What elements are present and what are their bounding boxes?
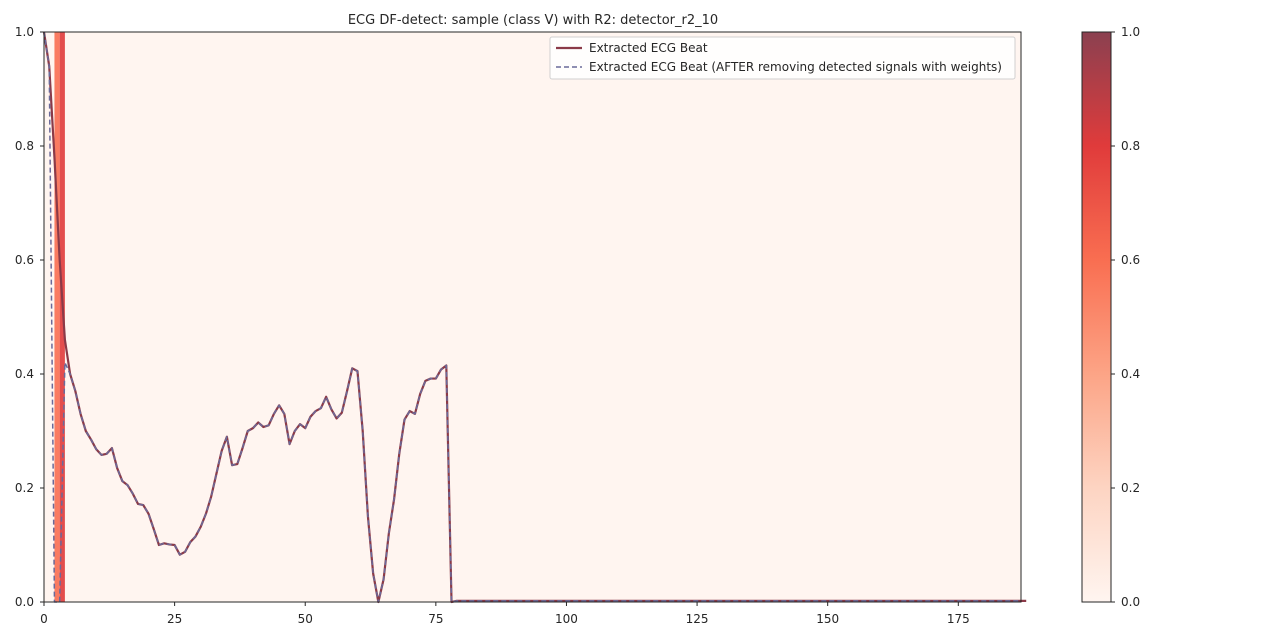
series-line-after-removal — [43, 31, 1021, 603]
x-tick-label-175: 175 — [947, 612, 970, 626]
colorbar-tick-label-0.8: 0.8 — [1121, 139, 1140, 153]
colorbar-tick-label-0.6: 0.6 — [1121, 253, 1140, 267]
y-tick-label-0.4: 0.4 — [15, 367, 34, 381]
legend-label-extracted: Extracted ECG Beat — [589, 41, 708, 55]
weight-band-0 — [54, 32, 60, 602]
colorbar-tick-label-0.0: 0.0 — [1121, 595, 1140, 609]
colorbar: 0.0 0.2 0.4 0.6 0.8 1.0 — [1081, 25, 1140, 609]
y-tick-label-0.0: 0.0 — [15, 595, 34, 609]
colorbar-ticks: 0.0 0.2 0.4 0.6 0.8 1.0 — [1111, 25, 1140, 609]
colorbar-tick-label-0.2: 0.2 — [1121, 481, 1140, 495]
y-axis: 0.0 0.2 0.4 0.6 0.8 1.0 — [15, 25, 44, 609]
x-tick-label-150: 150 — [816, 612, 839, 626]
x-tick-label-0: 0 — [40, 612, 48, 626]
legend-frame — [549, 36, 1016, 80]
x-tick-label-100: 100 — [555, 612, 578, 626]
colorbar-tick-label-1.0: 1.0 — [1121, 25, 1140, 39]
colorbar-gradient — [1081, 31, 1112, 603]
y-tick-label-0.6: 0.6 — [15, 253, 34, 267]
weight-band-1 — [59, 32, 65, 602]
plot-frame — [43, 31, 1022, 603]
x-tick-label-25: 25 — [167, 612, 182, 626]
x-axis: 0 25 50 75 100 125 150 175 — [40, 602, 970, 626]
x-tick-label-50: 50 — [298, 612, 313, 626]
plot-area — [42, 31, 1027, 604]
y-tick-label-0.8: 0.8 — [15, 139, 34, 153]
y-tick-label-0.2: 0.2 — [15, 481, 34, 495]
weight-bands — [54, 32, 65, 602]
legend-label-after-removal: Extracted ECG Beat (AFTER removing detec… — [589, 60, 1002, 74]
colorbar-tick-label-0.4: 0.4 — [1121, 367, 1140, 381]
legend: Extracted ECG Beat Extracted ECG Beat (A… — [549, 36, 1016, 80]
plot-background — [44, 32, 1021, 602]
x-tick-label-125: 125 — [686, 612, 709, 626]
x-tick-label-75: 75 — [428, 612, 443, 626]
y-tick-label-1.0: 1.0 — [15, 25, 34, 39]
chart-title: ECG DF-detect: sample (class V) with R2:… — [348, 13, 718, 28]
series-lines — [42, 31, 1027, 604]
